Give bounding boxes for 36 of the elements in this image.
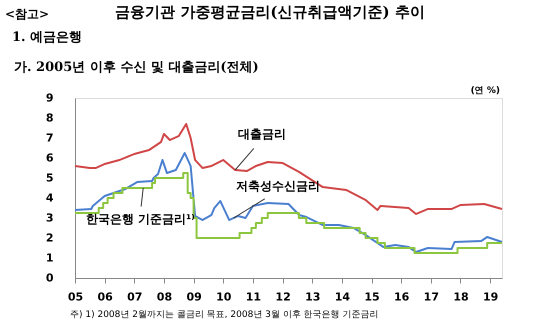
text: <참고>	[5, 7, 50, 21]
x-tick-label: 15	[364, 290, 380, 304]
annotation: 대출금리	[238, 127, 286, 141]
x-tick-label: 19	[482, 290, 498, 304]
y-tick-label: 2	[46, 232, 54, 244]
line-series	[74, 152, 503, 253]
y-tick-label: 6	[46, 152, 54, 164]
y-tick-label: 5	[46, 172, 54, 184]
x-tick-label: 12	[275, 290, 291, 304]
x-tick-label: 10	[216, 290, 232, 304]
x-tick-label: 05	[68, 290, 84, 304]
y-tick-label: 8	[46, 112, 54, 124]
x-tick-label: 08	[156, 290, 172, 304]
text: 주) 1) 2008년 2월까지는 콜금리 목표, 2008년 3월 이후 한국은행 기준금리	[70, 310, 378, 320]
y-tick-label: 7	[46, 132, 54, 144]
x-tick-label: 14	[334, 290, 350, 304]
chart-title: 금융기관 가중평균금리(신규취급액기준) 추이	[115, 3, 425, 21]
x-tick-label: 16	[394, 290, 410, 304]
annotation: 한국은행 기준금리¹⁾	[86, 212, 195, 226]
y-tick-label: 9	[46, 92, 54, 104]
x-tick-label: 06	[97, 290, 114, 304]
y-tick-label: 4	[46, 192, 54, 204]
chart-subtitle: 1. 예금은행	[12, 30, 82, 45]
y-tick-label: 1	[46, 252, 54, 264]
x-tick-label: 18	[453, 290, 469, 304]
x-tick-label: 13	[305, 290, 320, 304]
annotation: 저축성수신금리	[236, 179, 320, 193]
x-tick-label: 09	[186, 290, 202, 304]
x-tick-label: 11	[246, 290, 262, 304]
line-series	[74, 123, 503, 215]
y-tick-label: 3	[46, 212, 54, 224]
x-tick-label: 07	[127, 290, 142, 304]
x-tick-label: 17	[424, 290, 439, 304]
y-axis-title: (연 %)	[470, 86, 500, 96]
y-tick-label: 0	[46, 272, 54, 284]
text: 가. 2005년 이후 수신 및 대출금리(전체)	[14, 60, 259, 75]
